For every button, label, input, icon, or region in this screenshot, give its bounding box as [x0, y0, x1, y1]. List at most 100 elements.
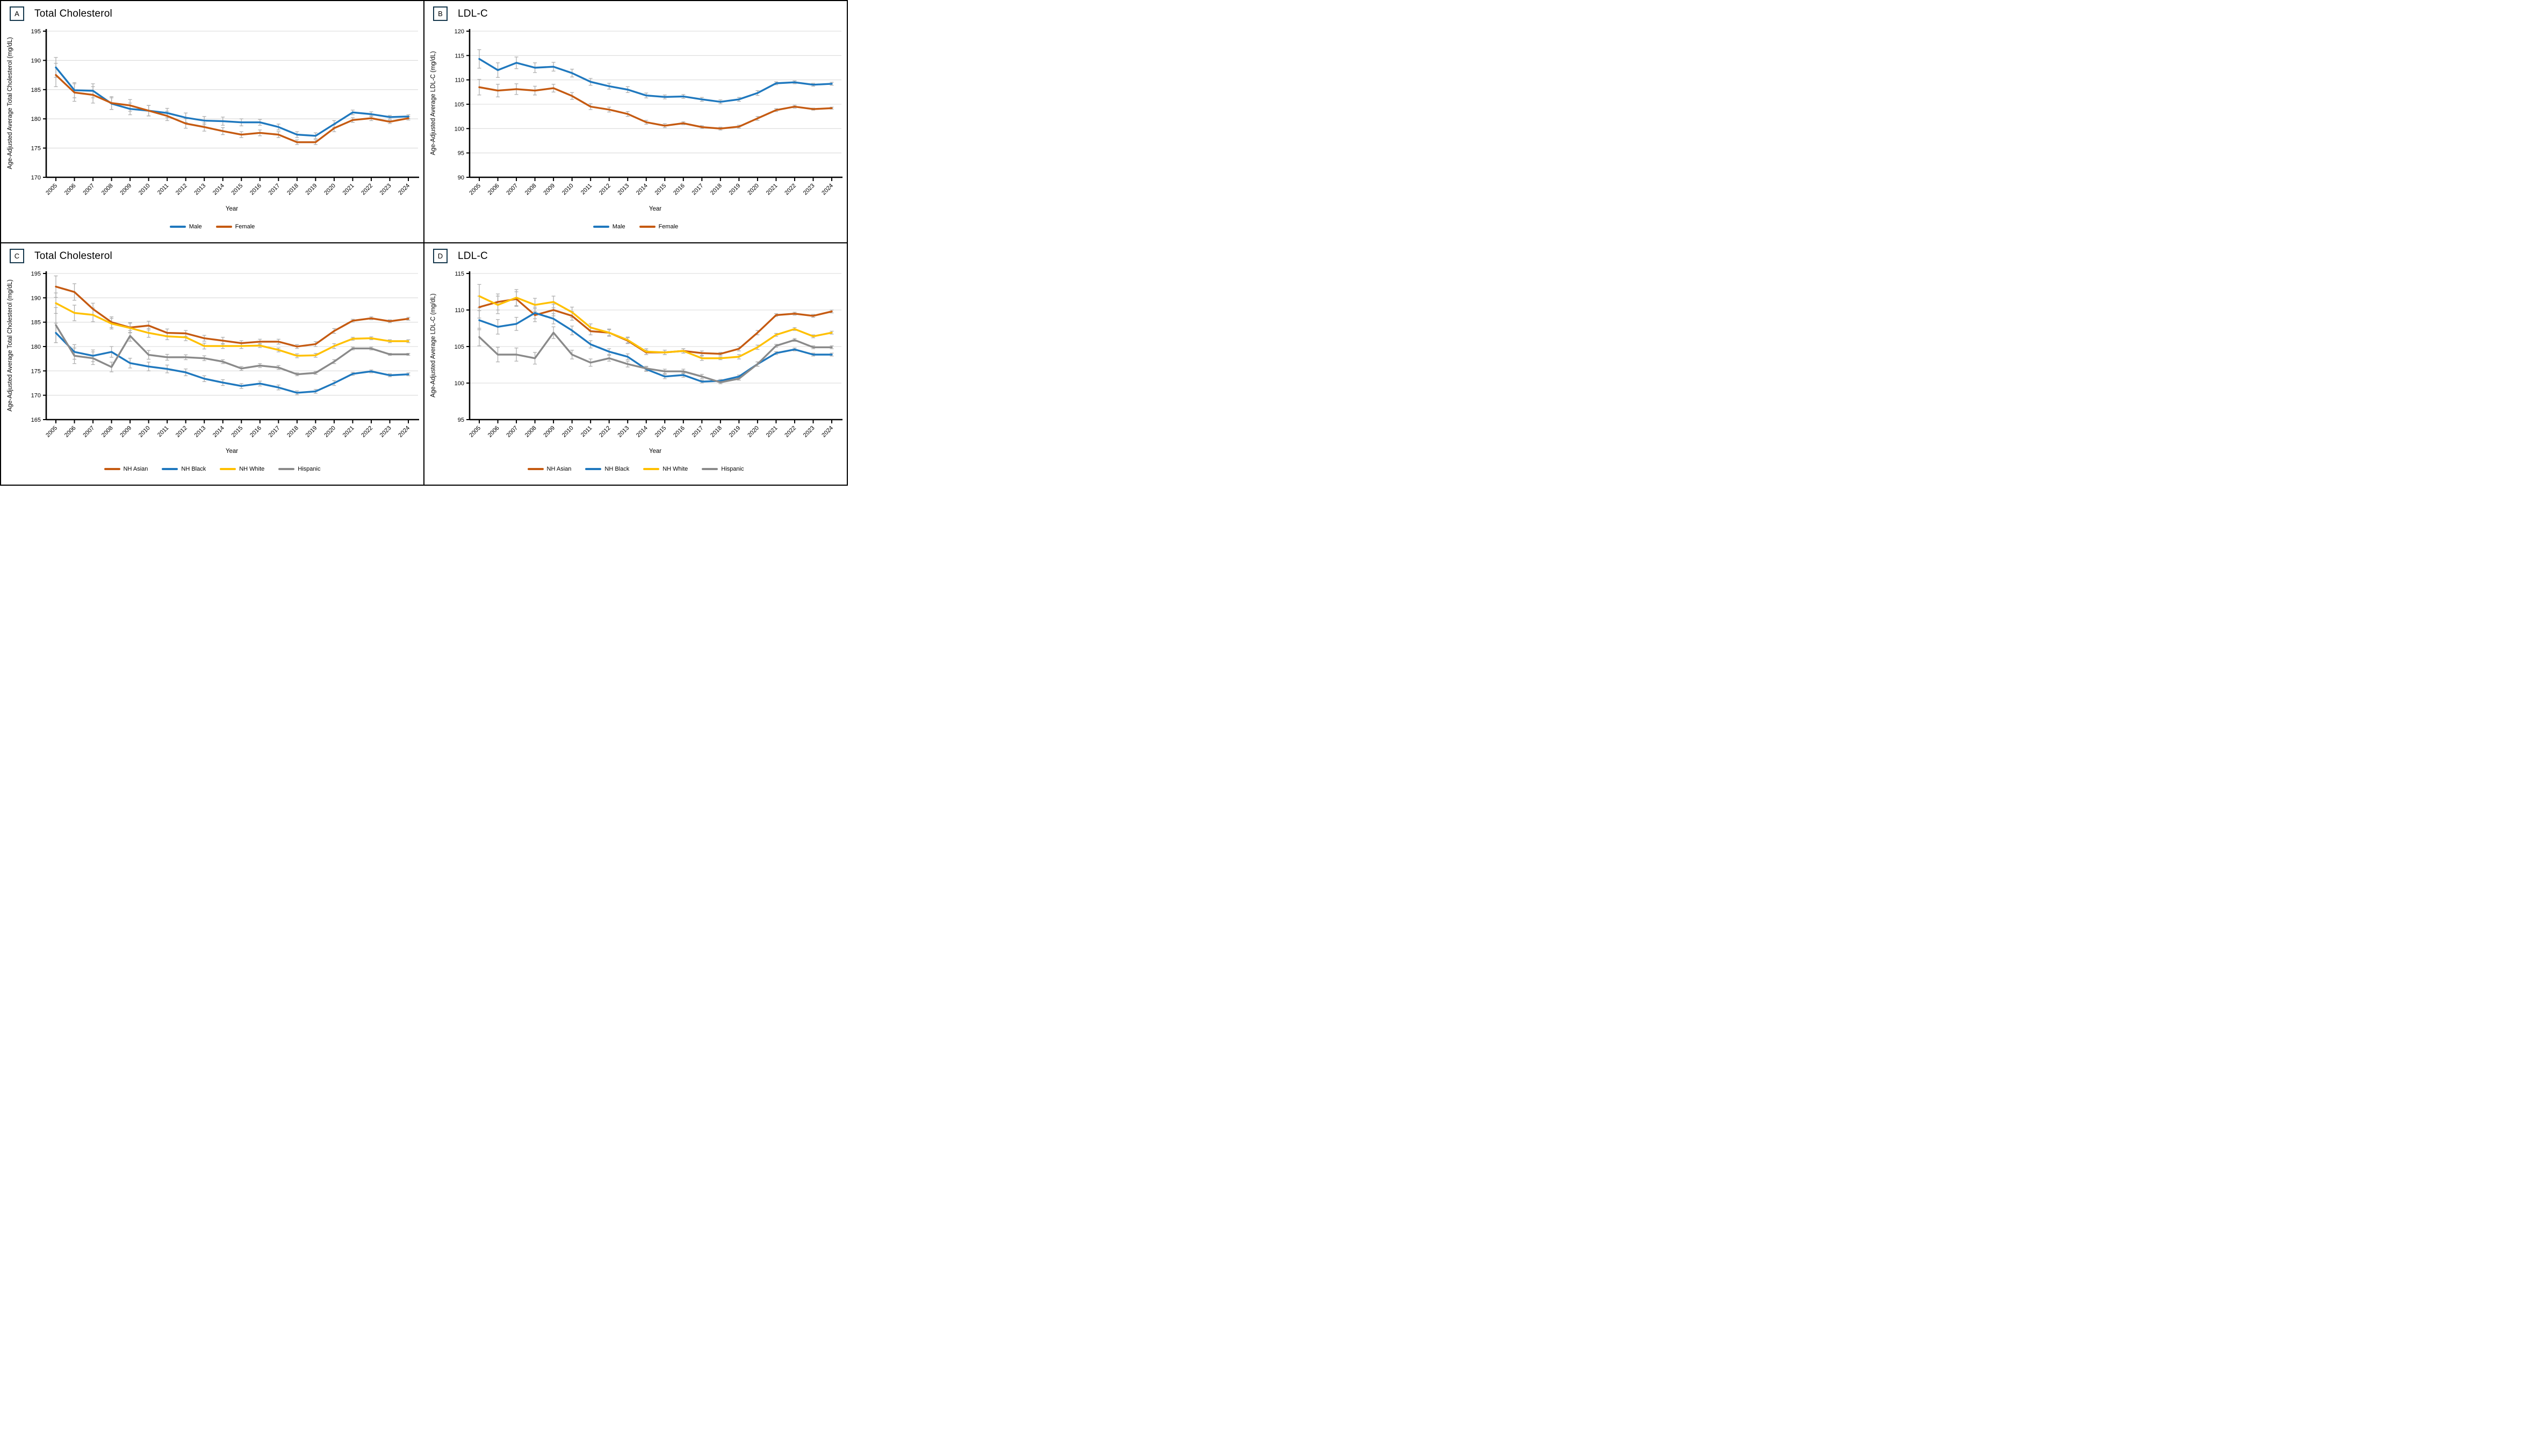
x-tick-label: 2017	[268, 183, 282, 197]
legend-swatch-nh-white	[643, 468, 660, 470]
x-tick-label: 2016	[249, 425, 263, 439]
x-tick-label: 2021	[342, 183, 356, 197]
legend-item-male: Male	[593, 224, 625, 230]
x-tick-label: 2020	[746, 425, 760, 439]
legend-label: NH Black	[181, 466, 206, 472]
x-tick-label: 2012	[598, 183, 612, 197]
x-tick-label: 2018	[709, 425, 723, 439]
legend-label: Female	[235, 224, 255, 230]
x-tick-label: 2008	[524, 183, 538, 197]
x-tick-label: 2007	[505, 183, 519, 197]
y-tick-label: 185	[31, 320, 41, 326]
series-line-male	[55, 66, 409, 137]
x-tick-label: 2010	[138, 183, 152, 197]
line-chart-total-cholesterol-by-sex: 170 175 180 185 190 195 2005 2006 2007 2008 2009 20…	[31, 28, 419, 197]
panel-c-header: C Total Cholesterol	[10, 249, 112, 263]
x-tick-label: 2006	[487, 183, 501, 197]
series-line-hispanic	[478, 331, 833, 384]
x-tick-label: 2014	[212, 183, 226, 197]
legend-item-nh-white: NH White	[220, 466, 264, 472]
x-tick-label: 2014	[212, 425, 226, 439]
x-tick-label: 2017	[691, 425, 705, 439]
panel-title: Total Cholesterol	[34, 8, 112, 19]
y-tick-label: 170	[31, 393, 41, 399]
y-tick-label: 90	[458, 175, 464, 181]
x-tick-label: 2018	[709, 183, 723, 197]
legend-label: Hispanic	[721, 466, 744, 472]
legend-swatch-nh-asian	[527, 468, 544, 470]
x-tick-label: 2021	[342, 425, 356, 439]
legend-item-hispanic: Hispanic	[702, 466, 744, 472]
legend-label: Female	[658, 224, 679, 230]
legend: Male Female	[424, 224, 847, 230]
x-tick-label: 2012	[175, 183, 189, 197]
legend-swatch-hispanic	[702, 468, 718, 470]
x-tick-label: 2018	[286, 425, 300, 439]
panel-a-header: A Total Cholesterol	[10, 6, 112, 21]
x-tick-label: 2019	[305, 183, 319, 197]
series-line-nh-white	[55, 302, 409, 357]
panel-title: LDL-C	[458, 250, 488, 262]
x-tick-label: 2024	[820, 183, 834, 197]
y-tick-label: 195	[31, 271, 41, 277]
y-tick-label: 190	[31, 57, 41, 64]
legend-item-female: Female	[639, 224, 679, 230]
x-tick-label: 2022	[360, 183, 374, 197]
x-tick-label: 2009	[119, 183, 133, 197]
four-panel-lipid-trends-figure: A Total Cholesterol Age-Adjusted Average…	[0, 0, 848, 486]
legend-swatch-nh-white	[220, 468, 236, 470]
x-tick-label: 2009	[542, 183, 556, 197]
legend-label: Male	[612, 224, 625, 230]
x-tick-label: 2021	[765, 183, 779, 197]
y-tick-label: 175	[31, 368, 41, 374]
y-tick-label: 165	[31, 417, 41, 423]
series-line-nh-black	[478, 312, 833, 383]
x-tick-label: 2023	[802, 183, 816, 197]
legend-swatch-male	[169, 226, 186, 228]
y-tick-label: 180	[31, 344, 41, 350]
legend-label: NH White	[239, 466, 265, 472]
x-tick-label: 2013	[617, 425, 631, 439]
x-tick-label: 2017	[691, 183, 705, 197]
legend-label: Hispanic	[298, 466, 321, 472]
x-tick-label: 2011	[580, 425, 593, 438]
series-line-male	[478, 57, 833, 103]
y-tick-label: 170	[31, 175, 41, 181]
x-tick-label: 2007	[505, 425, 519, 439]
y-tick-label: 95	[458, 417, 464, 423]
legend-item-female: Female	[215, 224, 255, 230]
series-line-nh-asian	[55, 285, 409, 348]
panel-b-ldl-c-by-sex: B LDL-C Age-Adjusted Average LDL-C (mg/d…	[424, 1, 847, 243]
x-tick-label: 2014	[635, 425, 649, 439]
x-tick-label: 2019	[305, 425, 319, 439]
y-tick-label: 190	[31, 295, 41, 301]
x-tick-label: 2013	[617, 183, 631, 197]
y-tick-label: 105	[455, 344, 464, 350]
x-tick-label: 2011	[156, 425, 170, 438]
x-tick-label: 2015	[654, 425, 668, 439]
panel-b-header: B LDL-C	[433, 6, 488, 21]
x-tick-label: 2016	[672, 183, 686, 197]
legend-label: Male	[189, 224, 202, 230]
x-tick-label: 2010	[138, 425, 152, 439]
legend-item-nh-black: NH Black	[585, 466, 629, 472]
x-axis-label: Year	[225, 448, 239, 455]
x-tick-label: 2022	[360, 425, 374, 439]
x-tick-label: 2005	[468, 425, 482, 439]
legend: NH Asian NH Black NH White Hispanic	[1, 466, 423, 472]
legend-swatch-nh-black	[162, 468, 178, 470]
legend-swatch-nh-asian	[104, 468, 120, 470]
y-axis-label-wrap: Age-Adjusted Average LDL-C (mg/dL)	[426, 29, 442, 177]
x-axis-label: Year	[649, 448, 662, 455]
y-axis-label: Age-Adjusted Average Total Cholesterol (…	[7, 279, 14, 412]
legend-item-nh-asian: NH Asian	[104, 466, 148, 472]
panel-letter-box: D	[433, 249, 448, 263]
legend-swatch-female	[639, 226, 656, 228]
legend: NH Asian NH Black NH White Hispanic	[424, 466, 847, 472]
x-tick-label: 2015	[231, 425, 244, 439]
x-tick-label: 2012	[175, 425, 189, 439]
x-tick-label: 2016	[249, 183, 263, 197]
x-tick-label: 2020	[323, 183, 337, 197]
legend-swatch-female	[215, 226, 232, 228]
y-tick-label: 100	[455, 126, 464, 132]
